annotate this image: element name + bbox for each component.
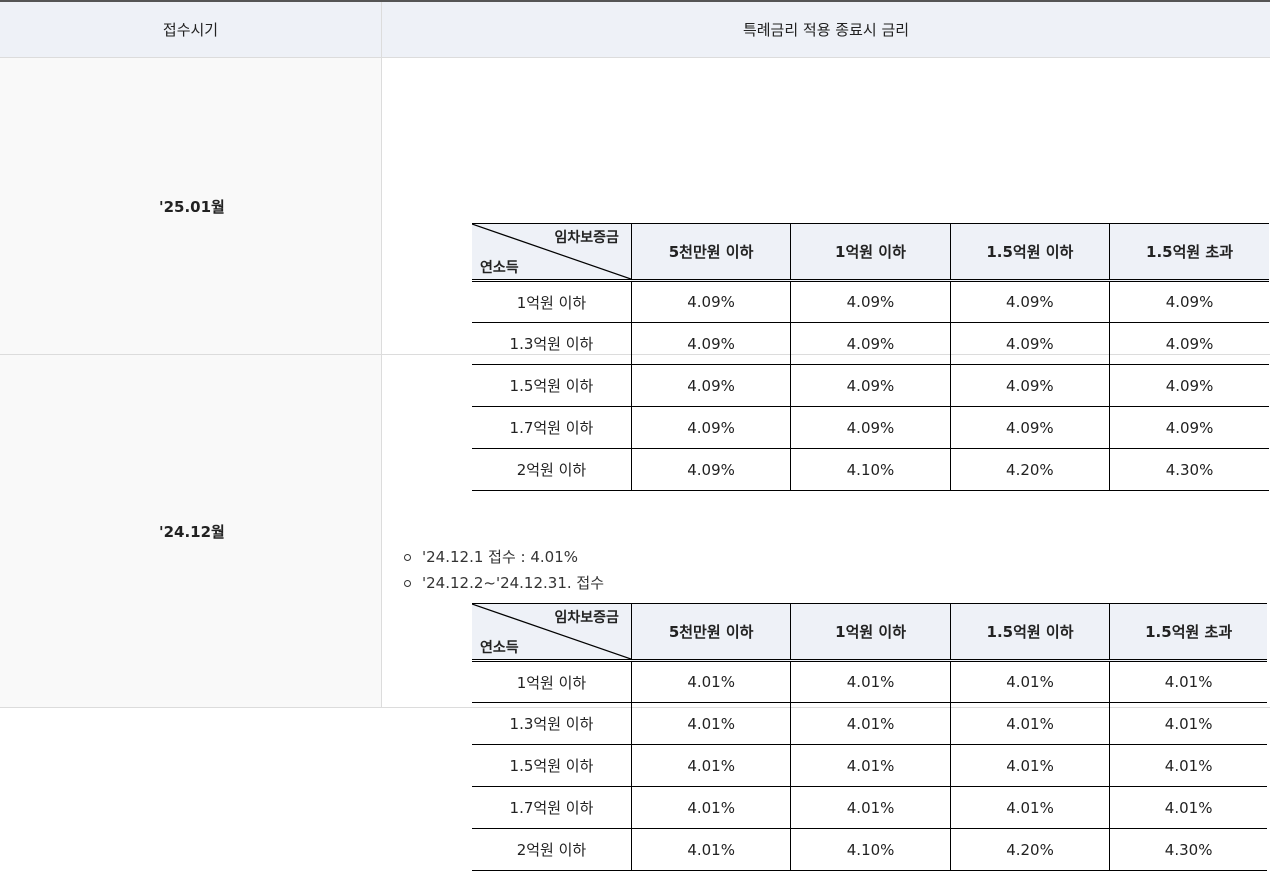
rate-value: 4.09%	[631, 407, 790, 449]
rate-column-header: 특례금리 적용 종료시 금리	[382, 1, 1270, 58]
rate-value: 4.09%	[1110, 323, 1269, 365]
income-axis-label: 연소득	[480, 637, 519, 657]
period-label: '24.12월	[0, 355, 382, 708]
rate-value: 4.01%	[631, 703, 790, 745]
rate-value: 4.01%	[631, 829, 790, 871]
rate-value: 4.09%	[1110, 365, 1269, 407]
rate-value: 4.01%	[1110, 787, 1267, 829]
rate-value: 4.09%	[631, 281, 790, 323]
rate-value: 4.30%	[1110, 449, 1269, 491]
rate-value: 4.09%	[631, 365, 790, 407]
rate-value: 4.01%	[631, 787, 790, 829]
rate-value: 4.01%	[791, 661, 950, 703]
rate-value: 4.01%	[1110, 661, 1267, 703]
rate-value: 4.01%	[631, 661, 790, 703]
note-item: '24.12.2~'24.12.31. 접수	[404, 570, 604, 596]
rate-grid: 임차보증금 연소득 5천만원 이하 1억원 이하 1.5억원 이하 1.5억원 …	[472, 603, 1267, 871]
rate-value: 4.09%	[1110, 281, 1269, 323]
table-row: 1억원 이하 4.01% 4.01% 4.01% 4.01%	[472, 661, 1267, 703]
table-row: 2억원 이하 4.01% 4.10% 4.20% 4.30%	[472, 829, 1267, 871]
circle-bullet-icon	[404, 580, 411, 587]
rate-value: 4.09%	[791, 407, 950, 449]
table-row: 1.5억원 이하 4.01% 4.01% 4.01% 4.01%	[472, 745, 1267, 787]
column-header: 1.5억원 이하	[950, 604, 1109, 661]
note-text: '24.12.1 접수 : 4.01%	[422, 544, 578, 570]
rate-value: 4.09%	[950, 281, 1109, 323]
income-row-label: 1.5억원 이하	[472, 365, 631, 407]
rate-value: 4.09%	[791, 365, 950, 407]
income-row-label: 1억원 이하	[472, 281, 631, 323]
rate-value: 4.01%	[791, 703, 950, 745]
column-header: 1억원 이하	[791, 224, 950, 281]
rate-value: 4.09%	[631, 449, 790, 491]
note-item: '24.12.1 접수 : 4.01%	[404, 544, 604, 570]
rate-value: 4.01%	[950, 745, 1109, 787]
rate-value: 4.20%	[950, 449, 1109, 491]
column-header: 1.5억원 이하	[950, 224, 1109, 281]
corner-header: 임차보증금 연소득	[472, 224, 631, 281]
rate-value: 4.01%	[950, 661, 1109, 703]
column-header: 1억원 이하	[791, 604, 950, 661]
rate-schedule-table: 접수시기 특례금리 적용 종료시 금리 '25.01월 임차보증금	[0, 0, 1270, 708]
rate-value: 4.01%	[631, 745, 790, 787]
rate-value: 4.09%	[950, 365, 1109, 407]
table-row: 2억원 이하 4.09% 4.10% 4.20% 4.30%	[472, 449, 1269, 491]
column-header: 5천만원 이하	[631, 604, 790, 661]
rate-value: 4.09%	[791, 323, 950, 365]
rate-value: 4.01%	[791, 787, 950, 829]
rate-value: 4.01%	[1110, 745, 1267, 787]
rate-value: 4.09%	[950, 323, 1109, 365]
income-row-label: 2억원 이하	[472, 829, 631, 871]
rate-value: 4.01%	[1110, 703, 1267, 745]
income-row-label: 1.3억원 이하	[472, 703, 631, 745]
rate-grid: 임차보증금 연소득 5천만원 이하 1억원 이하 1.5억원 이하 1.5억원 …	[472, 223, 1269, 491]
column-header: 1.5억원 초과	[1110, 604, 1267, 661]
rate-value: 4.01%	[950, 787, 1109, 829]
rate-value: 4.09%	[1110, 407, 1269, 449]
income-row-label: 1.3억원 이하	[472, 323, 631, 365]
circle-bullet-icon	[404, 554, 411, 561]
rate-value: 4.09%	[791, 281, 950, 323]
section-row-2501: '25.01월 임차보증금 연소득 5천만원 이하	[0, 58, 1270, 355]
income-row-label: 1.7억원 이하	[472, 787, 631, 829]
period-column-header: 접수시기	[0, 1, 382, 58]
rate-value: 4.01%	[950, 703, 1109, 745]
deposit-axis-label: 임차보증금	[555, 607, 619, 627]
rate-value: 4.09%	[631, 323, 790, 365]
note-text: '24.12.2~'24.12.31. 접수	[422, 570, 604, 596]
deposit-axis-label: 임차보증금	[554, 227, 618, 247]
rate-value: 4.10%	[791, 449, 950, 491]
income-row-label: 1.7억원 이하	[472, 407, 631, 449]
period-label: '25.01월	[0, 58, 382, 355]
rate-value: 4.20%	[950, 829, 1109, 871]
table-row: 1.7억원 이하 4.09% 4.09% 4.09% 4.09%	[472, 407, 1269, 449]
income-row-label: 2억원 이하	[472, 449, 631, 491]
corner-header: 임차보증금 연소득	[472, 604, 631, 661]
table-row: 1.3억원 이하 4.09% 4.09% 4.09% 4.09%	[472, 323, 1269, 365]
rate-value: 4.30%	[1110, 829, 1267, 871]
notes-list: '24.12.1 접수 : 4.01% '24.12.2~'24.12.31. …	[404, 544, 604, 596]
column-header: 5천만원 이하	[631, 224, 790, 281]
income-row-label: 1억원 이하	[472, 661, 631, 703]
rate-cell: 임차보증금 연소득 5천만원 이하 1억원 이하 1.5억원 이하 1.5억원 …	[382, 58, 1270, 355]
table-row: 1.5억원 이하 4.09% 4.09% 4.09% 4.09%	[472, 365, 1269, 407]
rate-value: 4.10%	[791, 829, 950, 871]
rate-value: 4.01%	[791, 745, 950, 787]
table-row: 1.3억원 이하 4.01% 4.01% 4.01% 4.01%	[472, 703, 1267, 745]
income-axis-label: 연소득	[480, 257, 519, 277]
rate-value: 4.09%	[950, 407, 1109, 449]
table-row: 1억원 이하 4.09% 4.09% 4.09% 4.09%	[472, 281, 1269, 323]
table-row: 1.7억원 이하 4.01% 4.01% 4.01% 4.01%	[472, 787, 1267, 829]
income-row-label: 1.5억원 이하	[472, 745, 631, 787]
column-header: 1.5억원 초과	[1110, 224, 1269, 281]
